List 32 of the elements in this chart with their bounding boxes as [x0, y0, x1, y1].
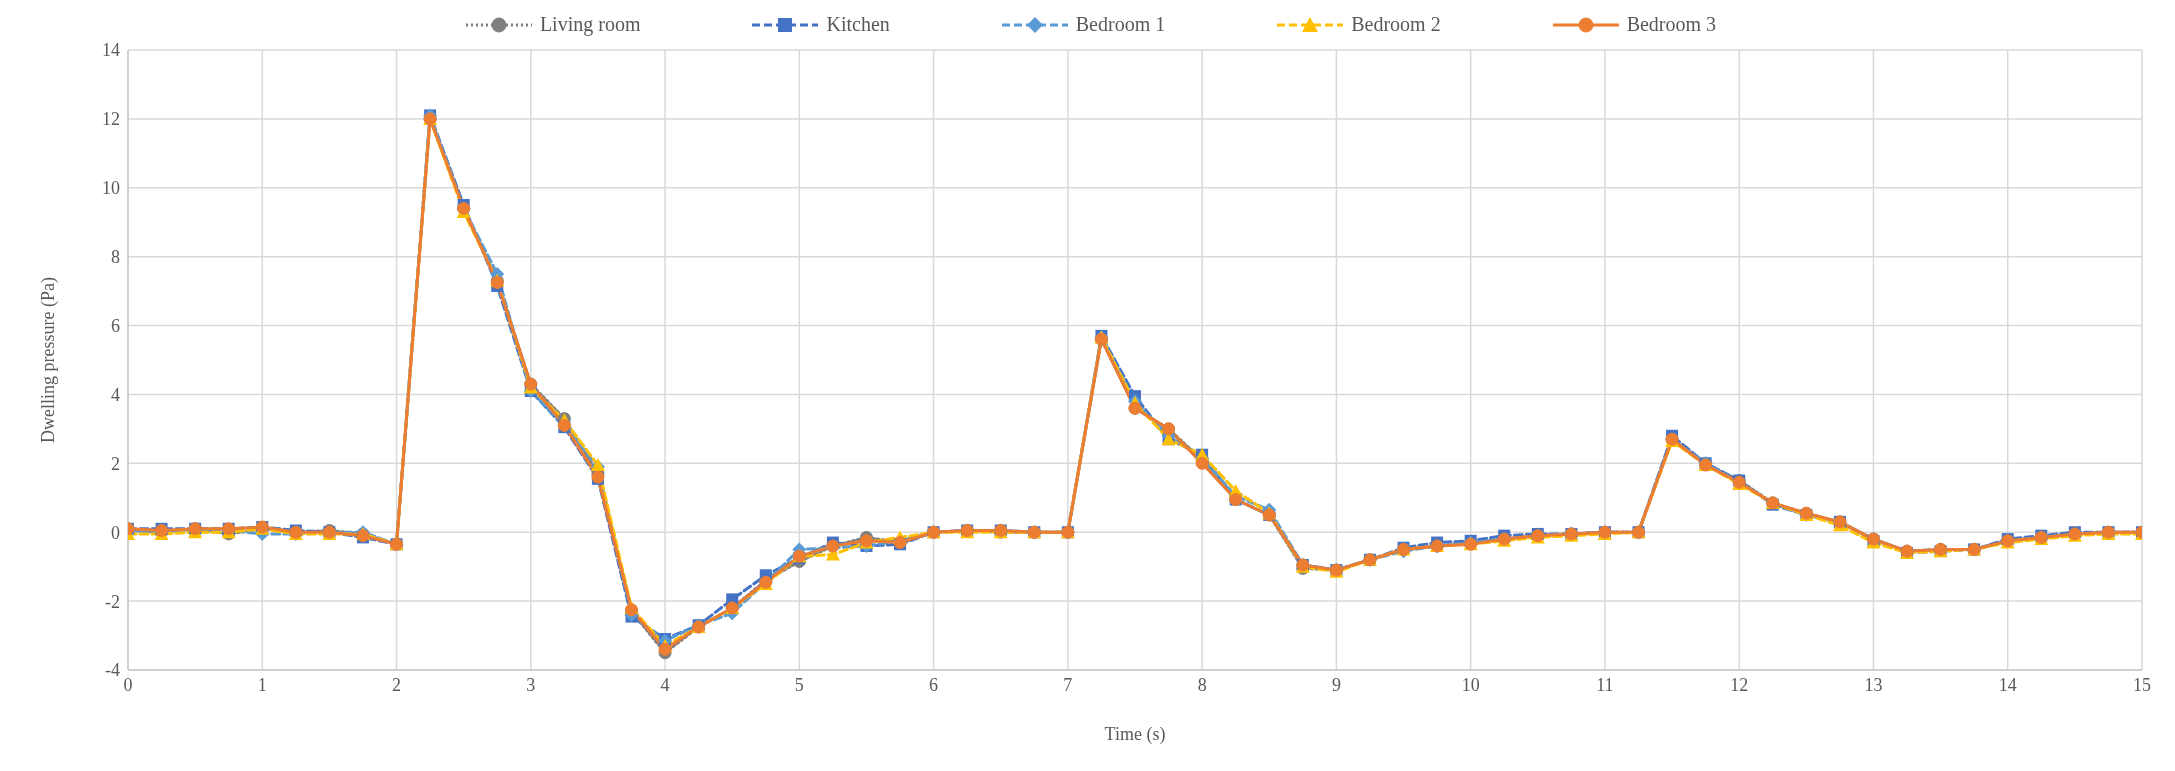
y-tick-label: -2 — [105, 591, 120, 612]
y-tick-label: 6 — [111, 315, 120, 336]
y-tick-label: 10 — [102, 178, 120, 199]
y-axis-title: Dwelling pressure (Pa) — [38, 277, 60, 443]
x-tick-label: 14 — [1998, 674, 2017, 695]
legend-label: Living room — [539, 13, 641, 36]
x-tick-label: 10 — [1461, 674, 1480, 695]
x-tick-label: 11 — [1596, 674, 1614, 695]
legend-label: Kitchen — [826, 13, 890, 36]
x-tick-label: 6 — [929, 674, 939, 695]
x-tick-label: 13 — [1864, 674, 1883, 695]
x-tick-label: 5 — [794, 674, 804, 695]
x-tick-label: 1 — [257, 674, 267, 695]
x-tick-label: 9 — [1331, 674, 1341, 695]
legend-label: Bedroom 1 — [1075, 13, 1166, 36]
x-tick-label: 15 — [2133, 674, 2151, 695]
y-tick-label: 0 — [111, 522, 120, 543]
y-tick-label: 2 — [111, 453, 120, 474]
y-tick-label: 14 — [102, 40, 120, 61]
y-tick-label: -4 — [105, 660, 120, 681]
x-tick-label: 7 — [1063, 674, 1073, 695]
x-tick-label: 8 — [1197, 674, 1207, 695]
x-tick-label: 2 — [392, 674, 402, 695]
legend-label: Bedroom 3 — [1626, 13, 1717, 36]
x-tick-label: 4 — [660, 674, 670, 695]
y-tick-label: 12 — [102, 109, 120, 130]
legend-label: Bedroom 2 — [1351, 13, 1441, 36]
y-tick-label: 8 — [111, 247, 120, 268]
y-tick-label: 4 — [111, 384, 120, 405]
x-axis-title: Time (s) — [1104, 724, 1166, 745]
x-tick-label: 3 — [526, 674, 536, 695]
x-tick-label: 12 — [1730, 674, 1749, 695]
